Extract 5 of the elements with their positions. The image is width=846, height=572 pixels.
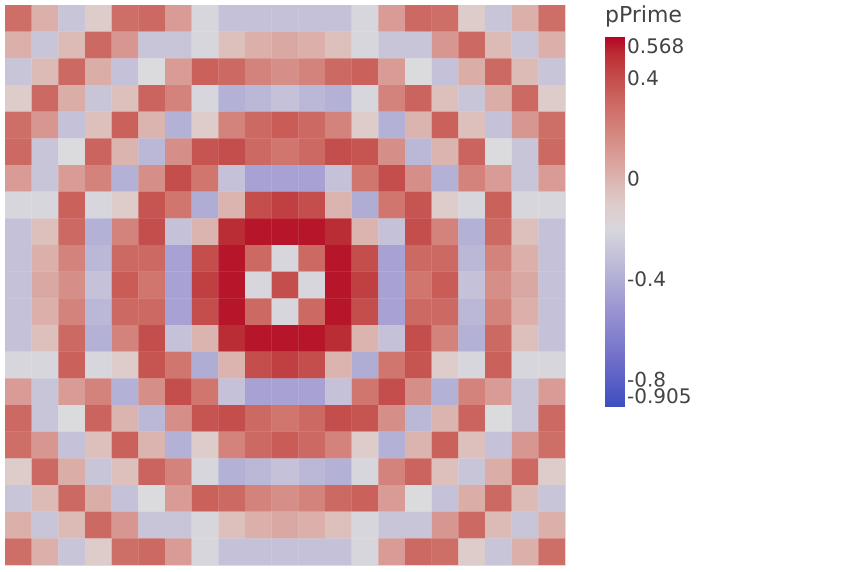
color-bar-label: -0.4 xyxy=(627,267,666,292)
color-bar-label: 0 xyxy=(627,166,640,191)
color-bar-label: 0.568 xyxy=(627,34,684,58)
color-bar-label: 0.4 xyxy=(627,66,659,90)
color-bar-title: pPrime xyxy=(605,3,682,28)
